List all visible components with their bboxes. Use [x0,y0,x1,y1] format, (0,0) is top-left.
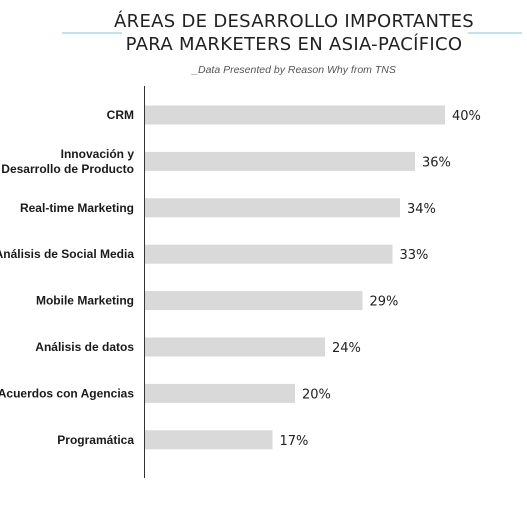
category-label-2: Real-time Marketing [20,201,134,215]
bar-2 [145,198,400,218]
bar-1 [145,151,415,171]
chart-title-line-1: ÁREAS DE DESARROLLO IMPORTANTES [114,10,474,32]
value-label-5: 24% [332,341,361,356]
category-label-3: Análisis de Social Media [0,247,134,261]
value-label-0: 40% [452,109,481,124]
chart-subtitle: _Data Presented by Reason Why from TNS [191,64,396,76]
bar-6 [145,383,295,403]
value-label-7: 17% [280,434,309,449]
bar-0 [145,105,445,125]
value-label-2: 34% [407,202,436,217]
value-label-3: 33% [400,248,429,263]
category-label-0: CRM [107,108,134,122]
value-label-6: 20% [302,387,331,402]
bar-4 [145,291,363,311]
bar-5 [145,337,325,357]
value-label-1: 36% [422,155,451,170]
chart-title-line-2: PARA MARKETERS EN ASIA-PACÍFICO [126,33,463,55]
category-label-5: Análisis de datos [35,340,134,354]
category-label-6: Acuerdos con Agencias [0,386,134,400]
category-label-1-line-1: Desarrollo de Producto [1,162,134,176]
bar-3 [145,244,393,264]
category-label-7: Programática [57,433,134,447]
category-label-4: Mobile Marketing [36,294,134,308]
value-label-4: 29% [370,295,399,310]
category-label-1-line-0: Innovación y [61,147,135,161]
bar-7 [145,430,273,450]
